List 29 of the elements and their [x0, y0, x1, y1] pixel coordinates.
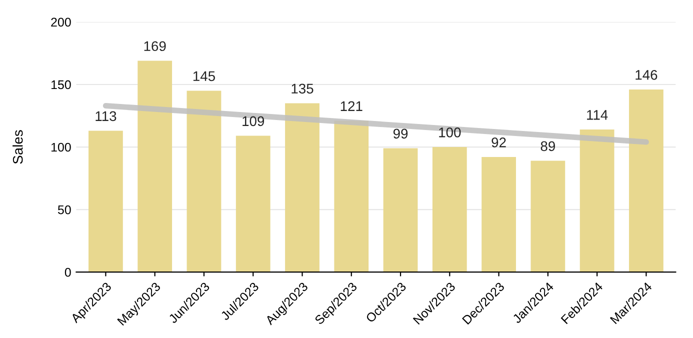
- data-label: 135: [292, 84, 314, 94]
- bar: [186, 90, 222, 272]
- data-label: 121: [340, 101, 362, 111]
- bar: [580, 130, 614, 272]
- data-label: 100: [439, 128, 461, 138]
- y-tick-label: 100: [51, 142, 71, 152]
- data-label: 89: [540, 141, 555, 152]
- bar: [285, 103, 320, 272]
- bar: [482, 157, 516, 272]
- bar: [383, 148, 418, 272]
- y-axis-title: Sales: [12, 130, 23, 164]
- bar: [628, 90, 664, 272]
- data-label: 114: [587, 110, 608, 120]
- data-label: 99: [393, 128, 408, 139]
- y-tick-label: 150: [51, 80, 71, 90]
- data-label: 113: [96, 111, 116, 122]
- y-tick-label: 50: [58, 205, 71, 214]
- bar: [138, 60, 172, 272]
- data-label: 109: [242, 116, 264, 126]
- y-tick-label: 200: [51, 18, 71, 27]
- bar: [530, 160, 566, 272]
- bar: [88, 130, 123, 272]
- data-label: 146: [636, 70, 658, 80]
- y-tick-label: 0: [64, 268, 71, 277]
- bar: [432, 147, 467, 272]
- data-label: 92: [492, 138, 506, 148]
- bar: [236, 136, 270, 272]
- data-label: 145: [193, 71, 215, 82]
- data-label: 169: [144, 41, 166, 52]
